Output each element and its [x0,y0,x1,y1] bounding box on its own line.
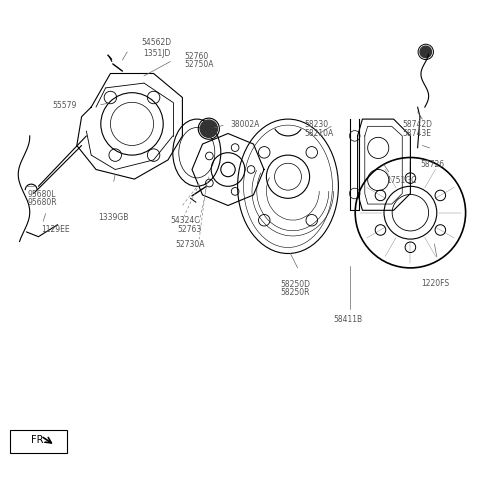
Text: 1339GB: 1339GB [98,212,129,221]
Text: 52730A: 52730A [175,240,204,249]
Text: 38002A: 38002A [230,120,260,129]
Text: 1220FS: 1220FS [421,278,450,287]
Text: 58411B: 58411B [334,314,363,323]
Text: 58743E: 58743E [402,128,431,137]
Text: 58726: 58726 [420,160,444,169]
Text: 52763: 52763 [178,225,202,234]
Text: 58250R: 58250R [281,287,310,296]
Text: 58742D: 58742D [402,120,432,129]
Text: 55579: 55579 [52,101,77,110]
Text: 1751GC: 1751GC [386,175,417,184]
Text: 1129EE: 1129EE [41,224,70,233]
Bar [10,430,67,453]
Text: 1351JD: 1351JD [143,49,170,58]
Text: 95680R: 95680R [28,197,58,206]
Text: 52760: 52760 [185,52,209,60]
Text: 58230: 58230 [305,120,329,129]
Text: FR.: FR. [31,434,47,444]
Circle shape [200,121,217,138]
Text: 95680L: 95680L [28,190,56,198]
Text: 54562D: 54562D [142,38,172,47]
Circle shape [420,47,432,59]
Text: 52750A: 52750A [185,60,214,69]
Text: 58210A: 58210A [305,128,334,137]
Text: 54324C: 54324C [170,215,200,225]
Text: 58250D: 58250D [281,279,311,288]
